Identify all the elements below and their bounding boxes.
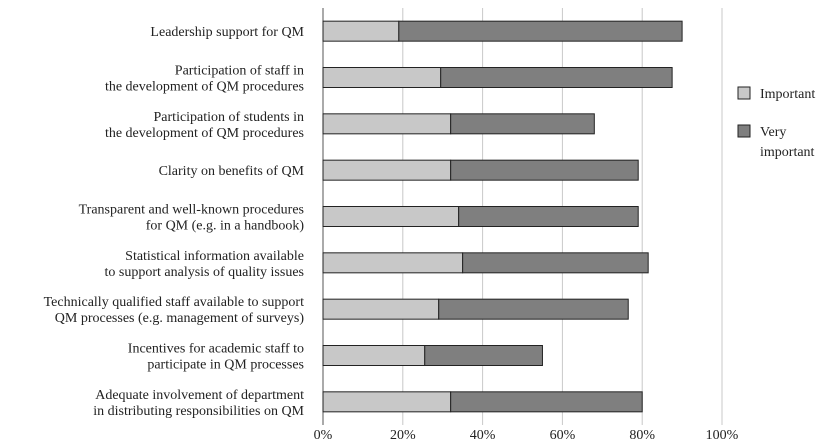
bar-important (322, 391, 452, 413)
legend: Important Very important (737, 86, 815, 160)
bar-very-important (450, 391, 643, 413)
category-label: Participation of students in the developm… (105, 110, 304, 141)
x-tick-label: 100% (706, 428, 739, 441)
bar-important (322, 345, 426, 366)
bar-very-important (424, 345, 543, 366)
x-tick-label: 20% (390, 428, 416, 441)
category-labels: Leadership support for QM Participation o… (44, 25, 305, 419)
bar-very-important (398, 20, 683, 42)
bar-very-important (440, 67, 673, 88)
legend-swatch-very-important (737, 124, 751, 138)
bar-very-important (438, 298, 629, 320)
x-tick-labels: 0% 20% 40% 60% 80% 100% (314, 428, 739, 441)
legend-label: Important (760, 87, 815, 102)
bars (322, 20, 683, 413)
x-tick-label: 40% (470, 428, 496, 441)
category-label: Clarity on benefits of QM (159, 164, 305, 179)
category-label: Transparent and well-known procedures for… (79, 203, 305, 234)
x-tick-label: 0% (314, 428, 333, 441)
x-tick-label: 80% (629, 428, 655, 441)
x-tick-label: 60% (550, 428, 576, 441)
bar-very-important (462, 252, 649, 274)
category-label: Statistical information available to supp… (105, 249, 305, 280)
bar-important (322, 298, 440, 320)
category-label: Leadership support for QM (150, 25, 304, 40)
category-label: Technically qualified staff available to… (44, 295, 305, 326)
category-label: Adequate involvement of department in dis… (93, 388, 304, 419)
bar-very-important (450, 159, 639, 181)
bar-important (322, 252, 464, 274)
bar-important (322, 206, 460, 227)
bar-important (322, 20, 400, 42)
bar-very-important (450, 113, 595, 135)
bar-very-important (458, 206, 639, 227)
legend-swatch-important (737, 86, 751, 100)
legend-label: Very important (760, 125, 815, 160)
bar-important (322, 159, 452, 181)
category-label: Participation of staff in the development… (105, 64, 304, 95)
bar-important (322, 67, 442, 88)
bar-important (322, 113, 452, 135)
category-label: Incentives for academic staff to particip… (128, 342, 304, 373)
